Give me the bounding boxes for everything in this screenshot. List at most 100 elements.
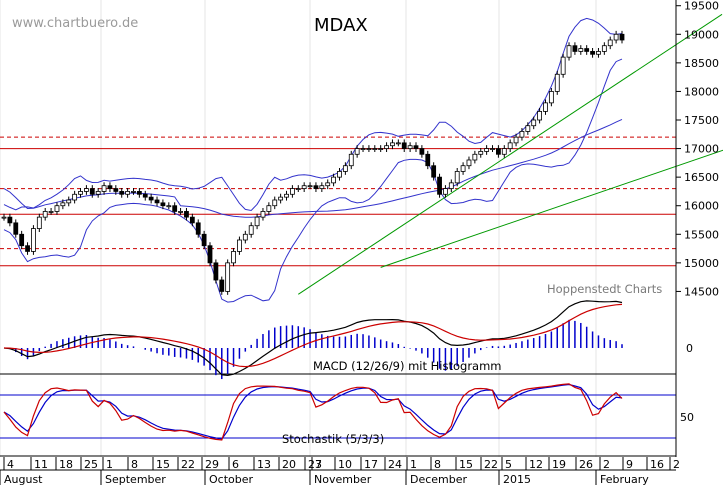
- price-tick-label: 16500: [684, 171, 719, 184]
- candle-body: [237, 239, 242, 252]
- macd-signal-line: [3, 303, 623, 368]
- date-tick-label: 17: [364, 458, 378, 471]
- price-tick-label: 16000: [684, 200, 719, 213]
- candle-body: [160, 202, 166, 207]
- candle-body: [154, 199, 160, 204]
- candle-body: [319, 185, 325, 189]
- candle-body: [295, 188, 301, 190]
- price-tick-label: 19500: [684, 0, 719, 13]
- price-panel: [0, 13, 723, 303]
- date-tick-label: 26: [579, 458, 593, 471]
- candle-body: [201, 233, 207, 247]
- candle-body: [519, 131, 525, 138]
- candle-body: [284, 193, 289, 198]
- candle-body: [119, 191, 125, 195]
- candle-body: [36, 216, 42, 229]
- candle-body: [248, 225, 254, 235]
- watermark: www.chartbuero.de: [12, 16, 138, 31]
- candle-body: [454, 171, 460, 184]
- candle-body: [466, 159, 472, 167]
- stochastic-k-line: [3, 383, 623, 441]
- candle-body: [360, 148, 366, 150]
- date-tick-label: 22: [181, 458, 195, 471]
- price-tick-label: 17500: [684, 114, 719, 127]
- candle-body: [19, 233, 25, 247]
- candle-body: [266, 205, 272, 212]
- date-tick-label: 5: [505, 458, 512, 471]
- support-resistance-lines: [0, 136, 676, 267]
- candle-body: [584, 48, 590, 52]
- candle-body: [342, 165, 348, 172]
- candle-body: [107, 185, 113, 189]
- candle-body: [390, 142, 395, 147]
- candle-body: [401, 142, 407, 149]
- candle-body: [225, 262, 231, 292]
- candle-body: [207, 245, 213, 264]
- candle-body: [242, 233, 248, 241]
- price-tick-label: 17000: [684, 143, 719, 156]
- month-label: August: [4, 473, 43, 485]
- candle-body: [507, 142, 513, 149]
- candle-body: [95, 191, 101, 195]
- candle-body: [413, 145, 419, 149]
- candle-body: [348, 153, 354, 167]
- candle-body: [254, 216, 260, 227]
- candle-body: [490, 148, 495, 150]
- candle-body: [607, 39, 613, 47]
- candle-body: [89, 188, 95, 195]
- date-tick-label: 12: [529, 458, 543, 471]
- candle-body: [619, 33, 625, 41]
- candle-body: [596, 51, 601, 55]
- candle-body: [213, 262, 219, 281]
- date-tick-label: 29: [205, 458, 219, 471]
- candlesticks: [1, 30, 625, 295]
- candle-body: [495, 148, 501, 155]
- date-tick-label: 22: [484, 458, 498, 471]
- candle-body: [60, 202, 66, 207]
- candle-body: [25, 245, 30, 252]
- trend-channel: [298, 13, 723, 295]
- bollinger-upper-band: [3, 17, 623, 212]
- candle-body: [166, 205, 172, 208]
- date-tick-label: 8: [131, 458, 138, 471]
- candle-body: [554, 73, 560, 92]
- candle-body: [78, 191, 83, 195]
- date-tick-label: 1: [410, 458, 417, 471]
- candle-body: [48, 211, 54, 213]
- candle-body: [7, 216, 13, 224]
- candle-body: [384, 145, 389, 149]
- candle-body: [66, 199, 72, 204]
- date-axis: 4 11 18 25 1 8 15 22 29 6 13 20 273 10 17 24 1 8 15 22 5 12 19…: [0, 457, 680, 485]
- candle-body: [172, 205, 178, 212]
- candle-body: [331, 176, 337, 184]
- date-tick-label: 2: [673, 458, 680, 471]
- candle-body: [189, 216, 195, 224]
- bollinger-lower-band: [3, 58, 623, 303]
- candle-body: [54, 205, 60, 212]
- candle-body: [548, 91, 554, 104]
- date-tick-label: 8: [434, 458, 441, 471]
- candle-body: [572, 45, 578, 52]
- candle-body: [31, 228, 36, 252]
- candle-body: [543, 102, 548, 112]
- candle-body: [378, 148, 384, 150]
- trend-line: [380, 149, 723, 268]
- candle-body: [101, 185, 107, 192]
- candle-body: [337, 171, 342, 178]
- candle-body: [313, 185, 319, 189]
- candle-body: [42, 211, 48, 218]
- candle-body: [278, 196, 284, 201]
- candle-body: [72, 193, 78, 201]
- price-tick-label: 18500: [684, 57, 719, 70]
- date-tick-label: 10: [338, 458, 352, 471]
- date-tick-label: 16: [650, 458, 664, 471]
- candle-body: [431, 165, 437, 178]
- credit-label: Hoppenstedt Charts: [547, 282, 662, 296]
- candle-body: [437, 176, 442, 195]
- date-tick-label: 6: [232, 458, 239, 471]
- price-tick-label: 15000: [684, 257, 719, 270]
- date-tick-label: 4: [7, 458, 14, 471]
- date-tick-label: 20: [282, 458, 296, 471]
- date-tick-label: 25: [84, 458, 98, 471]
- candle-body: [260, 211, 266, 218]
